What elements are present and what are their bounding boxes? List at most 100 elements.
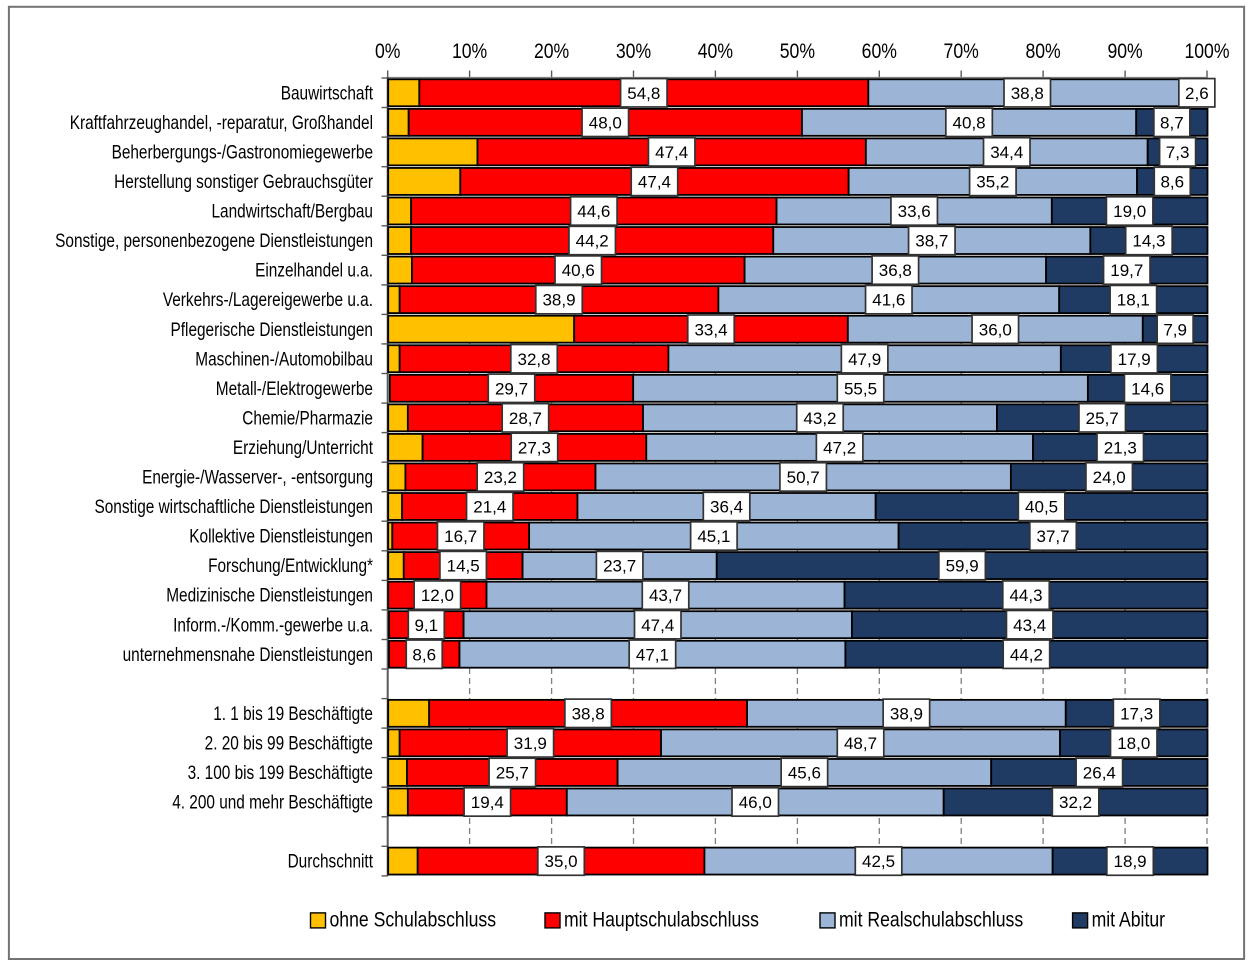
- svg-text:33,4: 33,4: [694, 320, 727, 339]
- svg-text:Einzelhandel u.a.: Einzelhandel u.a.: [255, 259, 373, 281]
- svg-text:23,7: 23,7: [603, 557, 636, 576]
- svg-text:47,2: 47,2: [823, 438, 856, 457]
- svg-text:4. 200 und mehr Beschäftigte: 4. 200 und mehr Beschäftigte: [172, 791, 373, 813]
- svg-text:38,7: 38,7: [915, 232, 948, 251]
- svg-text:1. 1 bis 19 Beschäftigte: 1. 1 bis 19 Beschäftigte: [213, 702, 373, 724]
- svg-text:45,1: 45,1: [697, 527, 730, 546]
- svg-text:40,5: 40,5: [1025, 498, 1058, 517]
- svg-text:44,3: 44,3: [1009, 586, 1042, 605]
- svg-text:38,8: 38,8: [572, 704, 605, 723]
- svg-text:50,7: 50,7: [787, 468, 820, 487]
- svg-text:43,7: 43,7: [649, 586, 682, 605]
- svg-text:14,5: 14,5: [447, 557, 480, 576]
- svg-text:32,8: 32,8: [517, 350, 550, 369]
- svg-text:2,6: 2,6: [1185, 84, 1209, 103]
- svg-text:Pflegerische Dienstleistungen: Pflegerische Dienstleistungen: [171, 318, 373, 340]
- svg-text:44,2: 44,2: [1010, 645, 1043, 664]
- svg-text:Durchschnitt: Durchschnitt: [288, 850, 374, 872]
- svg-text:mit Abitur: mit Abitur: [1092, 908, 1166, 932]
- svg-text:Bauwirtschaft: Bauwirtschaft: [281, 82, 373, 104]
- svg-text:40,6: 40,6: [562, 261, 595, 280]
- svg-text:59,9: 59,9: [946, 557, 979, 576]
- svg-text:9,1: 9,1: [414, 616, 438, 635]
- svg-text:ohne Schulabschluss: ohne Schulabschluss: [330, 908, 497, 932]
- svg-text:8,6: 8,6: [412, 645, 436, 664]
- svg-text:8,6: 8,6: [1160, 173, 1184, 192]
- svg-text:23,2: 23,2: [484, 468, 517, 487]
- svg-text:50%: 50%: [780, 40, 815, 64]
- svg-text:7,3: 7,3: [1166, 143, 1190, 162]
- svg-text:48,0: 48,0: [589, 113, 622, 132]
- svg-text:36,0: 36,0: [979, 320, 1012, 339]
- svg-text:27,3: 27,3: [518, 438, 551, 457]
- svg-text:44,6: 44,6: [577, 202, 610, 221]
- svg-text:60%: 60%: [862, 40, 897, 64]
- svg-text:26,4: 26,4: [1083, 764, 1116, 783]
- svg-text:46,0: 46,0: [739, 793, 772, 812]
- svg-text:17,3: 17,3: [1120, 704, 1153, 723]
- svg-text:Kraftfahrzeughandel, -reparatu: Kraftfahrzeughandel, -reparatur, Großhan…: [70, 111, 373, 133]
- svg-text:54,8: 54,8: [627, 84, 660, 103]
- svg-text:Maschinen-/Automobilbau: Maschinen-/Automobilbau: [195, 348, 373, 370]
- svg-text:Verkehrs-/Lagereigewerbe u.a.: Verkehrs-/Lagereigewerbe u.a.: [163, 289, 373, 311]
- svg-text:25,7: 25,7: [1086, 409, 1119, 428]
- svg-text:Beherbergungs-/Gastronomiegewe: Beherbergungs-/Gastronomiegewerbe: [112, 141, 373, 163]
- svg-text:19,7: 19,7: [1110, 261, 1143, 280]
- svg-text:unternehmensnahe Dienstleistun: unternehmensnahe Dienstleistungen: [123, 643, 373, 665]
- svg-text:18,0: 18,0: [1117, 734, 1150, 753]
- svg-text:38,9: 38,9: [542, 291, 575, 310]
- svg-text:19,0: 19,0: [1113, 202, 1146, 221]
- svg-text:12,0: 12,0: [421, 586, 454, 605]
- svg-text:34,4: 34,4: [990, 143, 1023, 162]
- svg-text:Chemie/Pharmazie: Chemie/Pharmazie: [242, 407, 373, 429]
- svg-text:0%: 0%: [375, 40, 400, 64]
- svg-text:25,7: 25,7: [496, 764, 529, 783]
- svg-text:18,1: 18,1: [1117, 291, 1150, 310]
- svg-text:3. 100 bis 199 Beschäftigte: 3. 100 bis 199 Beschäftigte: [188, 761, 373, 783]
- svg-text:40%: 40%: [698, 40, 733, 64]
- svg-text:40,8: 40,8: [953, 113, 986, 132]
- svg-text:Herstellung sonstiger Gebrauch: Herstellung sonstiger Gebrauchsgüter: [114, 170, 373, 192]
- svg-text:2. 20 bis 99 Beschäftigte: 2. 20 bis 99 Beschäftigte: [205, 732, 373, 754]
- svg-text:38,9: 38,9: [890, 704, 923, 723]
- svg-text:21,3: 21,3: [1104, 438, 1137, 457]
- svg-text:48,7: 48,7: [844, 734, 877, 753]
- svg-text:43,4: 43,4: [1013, 616, 1046, 635]
- svg-text:32,2: 32,2: [1059, 793, 1092, 812]
- svg-text:47,1: 47,1: [636, 645, 669, 664]
- svg-text:55,5: 55,5: [844, 379, 877, 398]
- svg-text:Energie-/Wasserver-, -entsorgu: Energie-/Wasserver-, -entsorgung: [142, 466, 373, 488]
- svg-text:30%: 30%: [616, 40, 651, 64]
- svg-text:Landwirtschaft/Bergbau: Landwirtschaft/Bergbau: [212, 200, 373, 222]
- svg-text:70%: 70%: [944, 40, 979, 64]
- svg-text:7,9: 7,9: [1163, 320, 1187, 339]
- svg-text:Metall-/Elektrogewerbe: Metall-/Elektrogewerbe: [216, 377, 373, 399]
- svg-text:14,6: 14,6: [1131, 379, 1164, 398]
- svg-text:29,7: 29,7: [495, 379, 528, 398]
- svg-text:47,4: 47,4: [655, 143, 688, 162]
- svg-text:17,9: 17,9: [1118, 350, 1151, 369]
- svg-text:36,8: 36,8: [879, 261, 912, 280]
- svg-text:35,2: 35,2: [976, 173, 1009, 192]
- svg-text:21,4: 21,4: [473, 498, 506, 517]
- svg-text:47,4: 47,4: [638, 173, 671, 192]
- svg-text:Medizinische Dienstleistungen: Medizinische Dienstleistungen: [166, 584, 373, 606]
- svg-text:45,6: 45,6: [788, 764, 821, 783]
- svg-text:Sonstige wirtschaftliche Diens: Sonstige wirtschaftliche Dienstleistunge…: [94, 495, 373, 517]
- svg-text:36,4: 36,4: [710, 498, 743, 517]
- svg-text:47,4: 47,4: [641, 616, 674, 635]
- svg-text:Kollektive Dienstleistungen: Kollektive Dienstleistungen: [189, 525, 373, 547]
- svg-text:35,0: 35,0: [545, 852, 578, 871]
- svg-text:28,7: 28,7: [509, 409, 542, 428]
- svg-text:mit Hauptschulabschluss: mit Hauptschulabschluss: [564, 908, 759, 932]
- svg-text:37,7: 37,7: [1037, 527, 1070, 546]
- svg-text:14,3: 14,3: [1132, 232, 1165, 251]
- svg-text:42,5: 42,5: [862, 852, 895, 871]
- svg-text:100%: 100%: [1184, 40, 1229, 64]
- svg-text:33,6: 33,6: [898, 202, 931, 221]
- svg-text:16,7: 16,7: [444, 527, 477, 546]
- svg-text:43,2: 43,2: [803, 409, 836, 428]
- svg-text:90%: 90%: [1107, 40, 1142, 64]
- svg-text:10%: 10%: [452, 40, 487, 64]
- svg-text:Forschung/Entwicklung*: Forschung/Entwicklung*: [208, 555, 373, 577]
